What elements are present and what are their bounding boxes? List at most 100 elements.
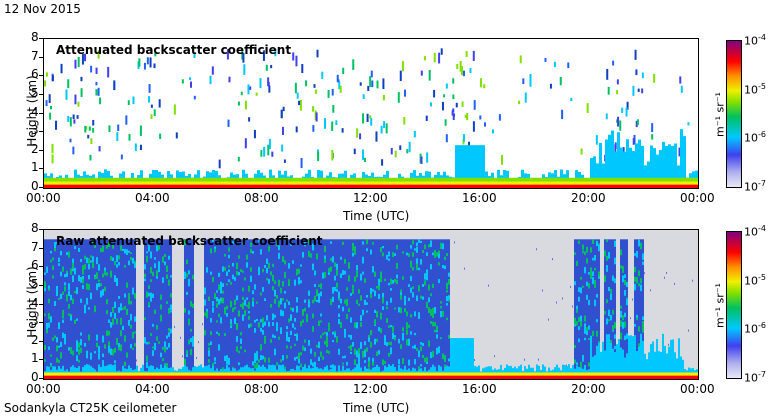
boundary-layer: [302, 181, 305, 186]
boundary-layer: [341, 181, 344, 186]
boundary-layer: [542, 177, 545, 183]
boundary-layer: [448, 375, 450, 379]
noise-speck: [300, 321, 302, 327]
boundary-layer: [695, 184, 698, 188]
noise-speck: [320, 291, 322, 297]
boundary-layer: [262, 375, 264, 379]
noise-column: [378, 239, 380, 379]
cloud-return: [452, 94, 455, 100]
cloud-return: [280, 109, 283, 119]
noise-speck: [592, 277, 594, 281]
noise-speck: [592, 271, 594, 276]
noise-speck: [362, 271, 364, 275]
cloud-return: [128, 133, 131, 141]
noise-speck: [102, 335, 104, 343]
cloud-return: [483, 84, 486, 89]
boundary-layer: [59, 177, 62, 183]
noise-speck: [228, 269, 230, 272]
cloud-return: [401, 61, 404, 72]
noise-speck: [318, 341, 320, 349]
noise-column: [350, 239, 352, 379]
boundary-layer: [102, 372, 104, 377]
noise-speck: [204, 312, 206, 316]
noise-speck: [220, 298, 222, 301]
cloud-return: [211, 66, 214, 75]
boundary-layer: [382, 372, 384, 377]
noise-speck: [578, 287, 580, 292]
boundary-layer: [490, 375, 492, 379]
boundary-layer: [676, 372, 678, 377]
boundary-layer: [227, 181, 230, 186]
noise-speck: [278, 336, 280, 340]
boundary-layer: [419, 177, 422, 183]
boundary-layer: [166, 372, 168, 377]
boundary-layer: [122, 184, 125, 188]
cloud-return: [376, 80, 379, 89]
noise-speck: [636, 314, 638, 319]
noise-speck: [120, 303, 122, 308]
boundary-layer: [362, 375, 364, 379]
y-tick: [39, 322, 43, 324]
noise-column: [188, 239, 190, 379]
cloud-return: [561, 109, 564, 120]
noise-column: [344, 239, 346, 379]
noise-speck: [426, 274, 428, 281]
noise-speck: [300, 352, 302, 356]
noise-column: [250, 239, 252, 379]
noise-speck: [130, 344, 132, 349]
boundary-layer: [276, 375, 278, 379]
boundary-layer: [74, 181, 77, 186]
noise-speck: [642, 321, 644, 328]
noise-speck: [418, 350, 420, 358]
boundary-layer: [617, 184, 620, 188]
noise-speck: [188, 318, 190, 326]
cloud-return: [404, 89, 407, 97]
noise-speck: [430, 320, 432, 324]
cloud-return: [356, 128, 359, 138]
noise-column: [606, 239, 608, 379]
noise-column: [260, 239, 262, 379]
boundary-layer: [233, 184, 236, 188]
noise-speck: [230, 323, 232, 326]
noise-speck: [92, 240, 94, 244]
noise-speck: [620, 249, 622, 256]
boundary-layer: [576, 365, 578, 379]
cloud-return: [317, 149, 320, 154]
noise-column: [164, 239, 166, 379]
noise-speck: [122, 325, 124, 331]
noise-column: [298, 239, 300, 379]
noise-speck: [170, 328, 172, 334]
noise-speck: [332, 340, 334, 343]
boundary-layer: [290, 177, 293, 183]
boundary-layer: [395, 181, 398, 186]
noise-speck: [260, 344, 262, 351]
boundary-layer: [410, 372, 412, 377]
boundary-layer: [347, 181, 350, 186]
noise-speck: [582, 250, 584, 254]
noise-speck: [606, 239, 608, 243]
boundary-layer: [632, 151, 635, 188]
noise-speck: [444, 355, 446, 362]
boundary-layer: [664, 375, 666, 379]
x-tick-label: 00:00: [680, 382, 715, 396]
noise-speck: [234, 317, 236, 325]
boundary-layer: [186, 372, 188, 377]
noise-speck: [580, 366, 582, 370]
boundary-layer: [284, 184, 287, 188]
cloud-return: [51, 154, 54, 164]
boundary-layer: [323, 177, 326, 183]
boundary-layer: [560, 181, 563, 186]
boundary-layer: [692, 181, 695, 186]
boundary-layer: [300, 375, 302, 379]
boundary-layer: [82, 372, 84, 377]
boundary-layer: [590, 158, 593, 188]
noise-column: [258, 239, 260, 379]
boundary-layer: [458, 375, 460, 379]
noise-speck: [304, 241, 306, 247]
boundary-layer: [104, 375, 106, 379]
boundary-layer: [202, 372, 204, 377]
noise-speck: [132, 287, 134, 295]
noise-column: [272, 239, 274, 379]
boundary-layer: [348, 372, 350, 377]
boundary-layer: [220, 375, 222, 379]
